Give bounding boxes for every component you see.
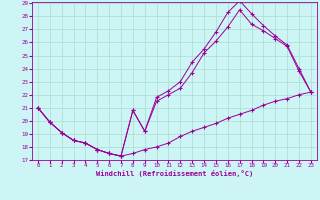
X-axis label: Windchill (Refroidissement éolien,°C): Windchill (Refroidissement éolien,°C) [96,170,253,177]
